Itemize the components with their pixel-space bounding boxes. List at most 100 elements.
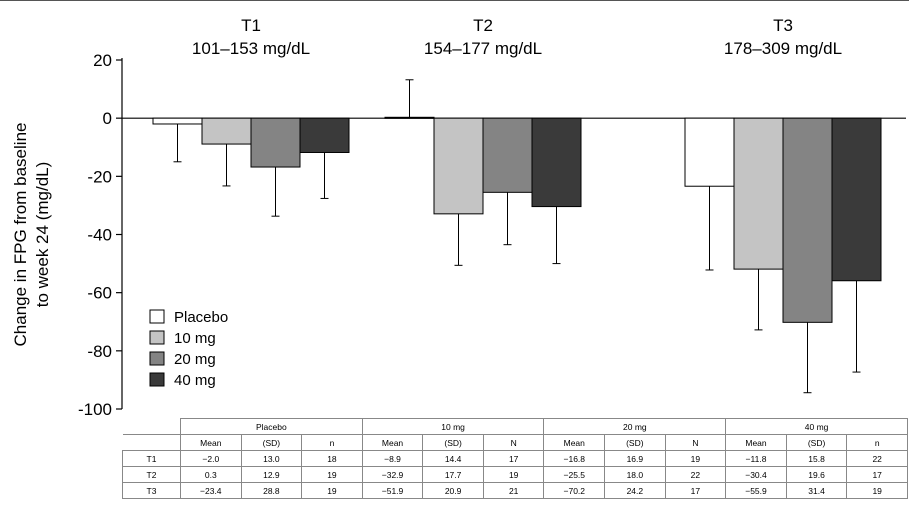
table-cell: 19: [301, 466, 363, 483]
table-cell: −23.4: [180, 482, 242, 499]
legend-swatch: [149, 351, 165, 366]
table-cell: 19.6: [785, 466, 848, 483]
table-cell: 17: [664, 482, 727, 499]
legend-swatch: [149, 372, 165, 387]
y-tick-label: -20: [87, 167, 112, 186]
group-title: T1: [241, 16, 261, 35]
table-corner: [122, 434, 181, 451]
table-cell: 19: [846, 482, 908, 499]
group-title: T2: [473, 16, 493, 35]
group-subtitle: 178–309 mg/dL: [724, 39, 842, 58]
legend-label: Placebo: [174, 309, 228, 326]
y-tick-label: -40: [87, 226, 112, 245]
y-tick-label: -60: [87, 284, 112, 303]
table-cell: 31.4: [785, 482, 848, 499]
table-sub-header: (SD): [240, 434, 303, 451]
y-axis-label: to week 24 (mg/dL): [33, 162, 52, 308]
summary-table: Placebo 10 mg 20 mg 40 mg Mean (SD) n Me…: [122, 418, 908, 499]
legend-swatch: [149, 330, 165, 345]
table-sub-header: (SD): [422, 434, 484, 451]
table-row-label: T1: [122, 450, 181, 467]
table-cell: 0.3: [180, 466, 242, 483]
table-sub-header: N: [664, 434, 727, 451]
table-cell: 18.0: [604, 466, 666, 483]
table-cell: 19: [482, 466, 545, 483]
table-cell: −51.9: [361, 482, 424, 499]
legend-label: 20 mg: [174, 351, 216, 368]
table-cell: 17.7: [422, 466, 484, 483]
table-group-header: Placebo: [180, 418, 363, 435]
table-cell: 13.0: [240, 450, 303, 467]
bar: [684, 117, 735, 187]
table-sub-header-row: Mean (SD) n Mean (SD) N Mean (SD) N Mean…: [122, 434, 908, 451]
legend-label: 10 mg: [174, 330, 216, 347]
chart: 20 0 -20 -40 -60 -80 -100 Change in FPG from ba…: [11, 16, 906, 415]
table-corner: [122, 418, 181, 435]
table-sub-header: Mean: [361, 434, 424, 451]
legend-swatch: [149, 309, 165, 324]
bar: [782, 117, 833, 323]
table-sub-header: n: [846, 434, 908, 451]
table-cell: −55.9: [725, 482, 787, 499]
table-cell: −2.0: [180, 450, 242, 467]
table-cell: −11.8: [725, 450, 787, 467]
y-tick-label: 20: [93, 51, 112, 70]
table-cell: 14.4: [422, 450, 484, 467]
table-cell: 16.9: [604, 450, 666, 467]
bar: [733, 117, 784, 270]
bar: [299, 117, 350, 153]
table-group-header: 10 mg: [361, 418, 545, 435]
table-cell: 22: [846, 450, 908, 467]
table-sub-header: (SD): [604, 434, 666, 451]
table-cell: 24.2: [604, 482, 666, 499]
table-cell: −32.9: [361, 466, 424, 483]
table-group-header: 20 mg: [543, 418, 727, 435]
table-cell: 28.8: [240, 482, 303, 499]
table-row: T1 −2.0 13.0 18 −8.9 14.4 17 −16.8 16.9 …: [122, 450, 908, 467]
table-group-header: 40 mg: [725, 418, 908, 435]
table-cell: −8.9: [361, 450, 424, 467]
bar: [201, 117, 252, 145]
table-cell: 20.9: [422, 482, 484, 499]
table-cell: 22: [664, 466, 727, 483]
bar: [152, 117, 203, 125]
table-cell: −25.5: [543, 466, 606, 483]
table-cell: 21: [482, 482, 545, 499]
group-subtitle: 101–153 mg/dL: [192, 39, 310, 58]
chart-svg: 20 0 -20 -40 -60 -80 -100 Change in FPG from ba…: [11, 16, 906, 415]
table-row: T2 0.3 12.9 19 −32.9 17.7 19 −25.5 18.0 …: [122, 466, 908, 483]
table-row-label: T2: [122, 466, 181, 483]
table-row-label: T3: [122, 482, 181, 499]
table-cell: 17: [846, 466, 908, 483]
table-cell: −16.8: [543, 450, 606, 467]
y-tick-label: -80: [87, 342, 112, 361]
bar: [531, 117, 582, 208]
y-axis-label: Change in FPG from baseline: [11, 123, 30, 347]
table-sub-header: Mean: [543, 434, 606, 451]
bar: [831, 117, 882, 282]
table-cell: 15.8: [785, 450, 848, 467]
table-sub-header: Mean: [725, 434, 787, 451]
bar: [482, 117, 533, 193]
bar: [433, 117, 484, 215]
table-sub-header: n: [301, 434, 363, 451]
table-group-header-row: Placebo 10 mg 20 mg 40 mg: [122, 418, 908, 435]
table-sub-header: (SD): [785, 434, 848, 451]
table-cell: −70.2: [543, 482, 606, 499]
table-cell: 17: [482, 450, 545, 467]
y-tick-label: 0: [103, 109, 112, 128]
group-title: T3: [773, 16, 793, 35]
table-cell: 12.9: [240, 466, 303, 483]
bar: [384, 116, 435, 119]
table-cell: −30.4: [725, 466, 787, 483]
bar: [250, 117, 301, 168]
table-row: T3 −23.4 28.8 19 −51.9 20.9 21 −70.2 24.…: [122, 482, 908, 499]
top-rule: [0, 0, 909, 1]
table-sub-header: Mean: [180, 434, 242, 451]
legend-label: 40 mg: [174, 372, 216, 389]
table-cell: 19: [664, 450, 727, 467]
y-tick-label: -100: [78, 400, 112, 415]
table-sub-header: N: [482, 434, 545, 451]
table-cell: 19: [301, 482, 363, 499]
table-cell: 18: [301, 450, 363, 467]
